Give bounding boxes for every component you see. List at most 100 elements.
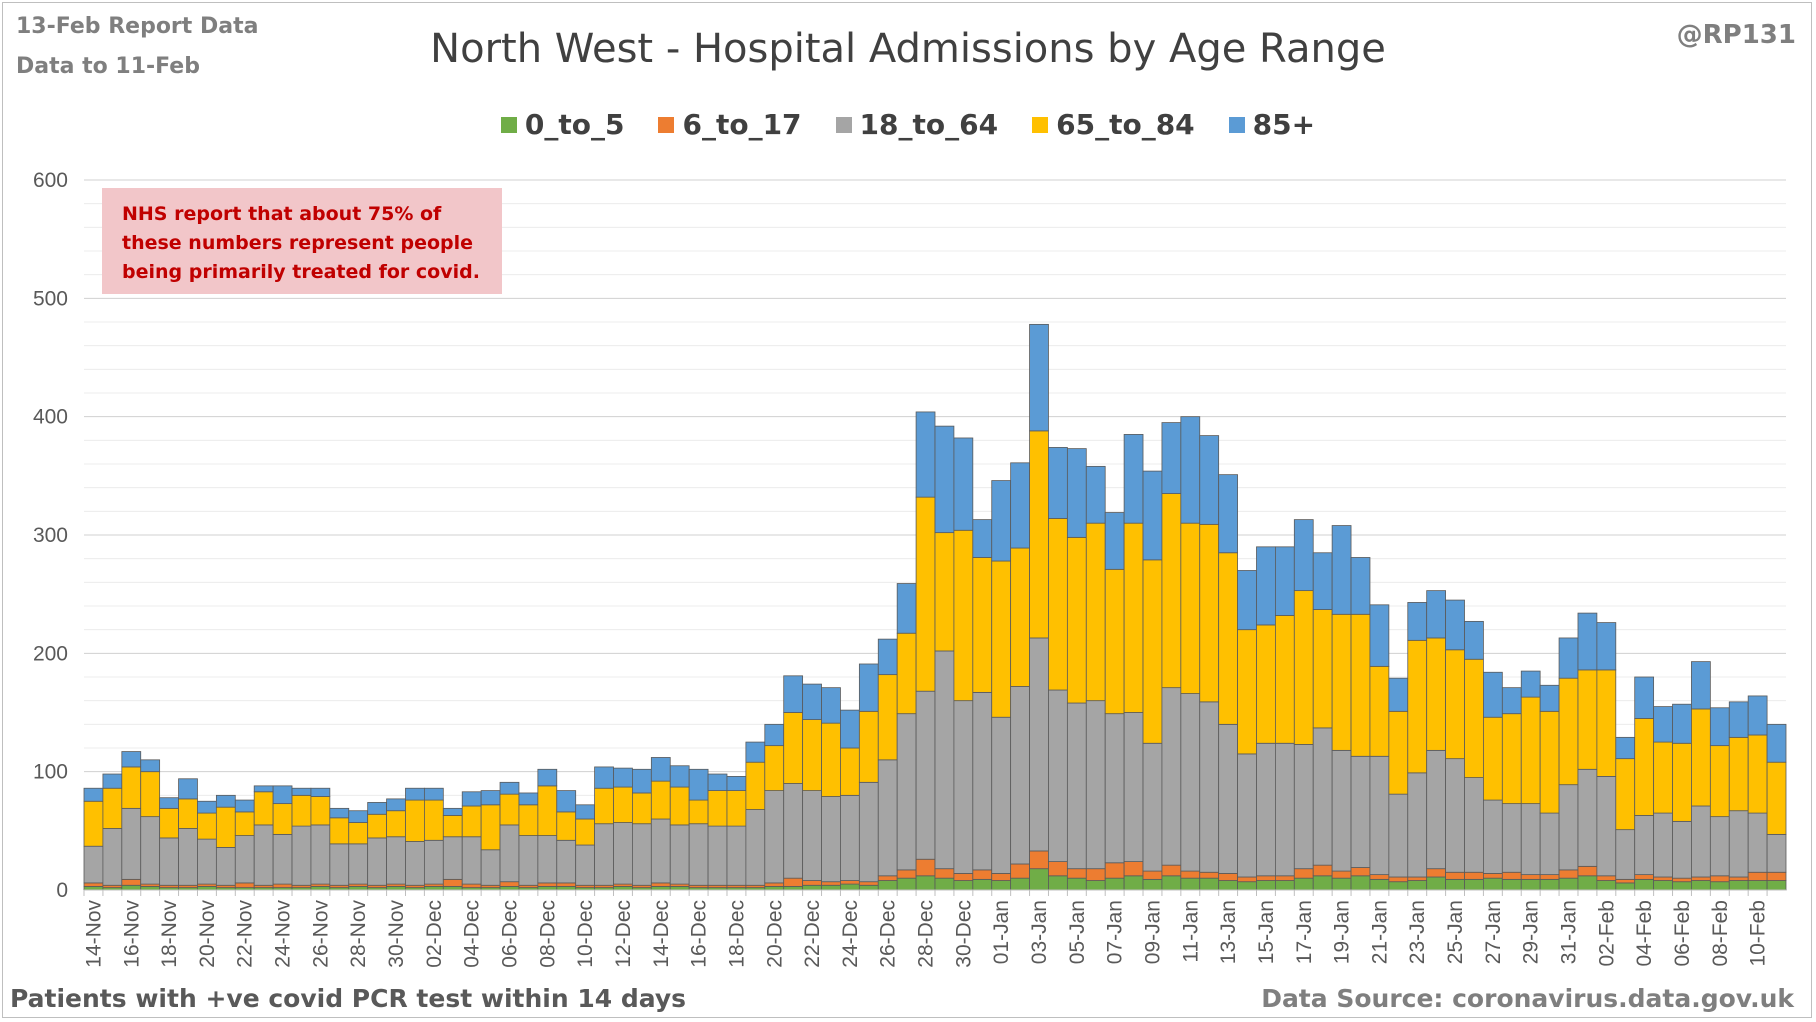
bar-segment-85+ — [423, 787, 444, 801]
bar-segment-85+ — [915, 411, 936, 498]
x-tick-label: 05-Jan — [1066, 900, 1089, 964]
x-tick-label: 12-Dec — [612, 900, 635, 968]
bar-segment-18_to_64 — [1199, 701, 1220, 873]
bar-segment-6_to_17 — [1199, 871, 1220, 879]
bar-segment-85+ — [1104, 512, 1125, 570]
bar-segment-85+ — [405, 787, 425, 801]
bar-segment-0_to_5 — [1142, 878, 1163, 891]
bar-segment-65_to_84 — [1199, 523, 1220, 703]
bar-segment-65_to_84 — [688, 799, 709, 825]
bar-segment-65_to_84 — [1010, 547, 1030, 687]
bar-segment-18_to_64 — [1691, 805, 1711, 878]
legend-swatch — [1228, 116, 1245, 133]
bar-segment-0_to_5 — [499, 886, 520, 891]
bar-segment-18_to_64 — [1293, 744, 1314, 870]
bar-segment-18_to_64 — [1161, 687, 1182, 866]
bar-segment-6_to_17 — [896, 869, 917, 879]
bar-segment-18_to_64 — [197, 838, 217, 885]
bar-segment-85+ — [1558, 637, 1579, 679]
bar-segment-6_to_17 — [1312, 864, 1333, 877]
bar-segment-85+ — [1350, 557, 1371, 615]
bar-segment-0_to_5 — [1331, 877, 1352, 891]
bar-segment-85+ — [1237, 570, 1257, 631]
bar-segment-6_to_17 — [1672, 877, 1692, 883]
x-tick-label: 18-Dec — [725, 900, 748, 968]
bar-segment-85+ — [821, 687, 841, 724]
bar-segment-0_to_5 — [1747, 880, 1768, 891]
footer-caption: Patients with +ve covid PCR test within … — [10, 984, 687, 1013]
bar-segment-65_to_84 — [1123, 522, 1144, 713]
bar-segment-18_to_64 — [1426, 749, 1446, 870]
bar-segment-6_to_17 — [1388, 876, 1409, 883]
bar-segment-6_to_17 — [877, 875, 898, 881]
bar-segment-6_to_17 — [1653, 876, 1673, 881]
bar-segment-65_to_84 — [1653, 741, 1673, 814]
bar-segment-18_to_64 — [556, 839, 577, 884]
bar-segment-0_to_5 — [934, 877, 955, 891]
x-tick-label: 02-Feb — [1595, 900, 1618, 967]
bar-segment-18_to_64 — [1256, 742, 1276, 877]
bar-segment-85+ — [83, 787, 104, 802]
annotation-note: NHS report that about 75% of these numbe… — [102, 188, 502, 294]
bar-segment-85+ — [953, 437, 974, 531]
bar-segment-6_to_17 — [802, 880, 822, 886]
bar-segment-6_to_17 — [1218, 873, 1238, 881]
bar-segment-6_to_17 — [821, 881, 841, 886]
bar-segment-0_to_5 — [896, 877, 917, 891]
bar-segment-0_to_5 — [915, 875, 936, 891]
bar-segment-18_to_64 — [405, 841, 425, 886]
bar-segment-65_to_84 — [802, 719, 822, 791]
bar-segment-18_to_64 — [575, 844, 596, 886]
bar-segment-18_to_64 — [1634, 815, 1655, 876]
legend-swatch — [835, 116, 852, 133]
bar-segment-85+ — [1747, 695, 1768, 736]
x-tick-label: 26-Nov — [309, 900, 332, 968]
bar-segment-85+ — [575, 804, 596, 820]
bar-segment-85+ — [1445, 599, 1465, 651]
bar-segment-65_to_84 — [1350, 613, 1371, 757]
bar-segment-85+ — [1426, 590, 1446, 639]
x-tick-label: 10-Dec — [574, 900, 597, 968]
x-tick-label: 17-Jan — [1293, 900, 1316, 964]
bar-segment-85+ — [802, 683, 822, 720]
legend-swatch — [658, 116, 675, 133]
bar-segment-6_to_17 — [272, 883, 293, 889]
bar-segment-85+ — [877, 638, 898, 676]
bar-segment-18_to_64 — [707, 825, 728, 886]
bar-segment-18_to_64 — [253, 824, 274, 886]
bar-segment-0_to_5 — [1426, 876, 1446, 891]
x-tick-label: 24-Dec — [839, 900, 862, 968]
bar-segment-65_to_84 — [877, 674, 898, 761]
bar-segment-65_to_84 — [461, 805, 482, 838]
bar-segment-85+ — [613, 767, 633, 788]
x-tick-label: 02-Dec — [423, 900, 446, 968]
bar-segment-0_to_5 — [1066, 877, 1087, 891]
bar-segment-85+ — [1010, 462, 1030, 549]
bar-segment-18_to_64 — [1048, 689, 1068, 862]
bar-segment-65_to_84 — [1445, 649, 1465, 760]
bar-segment-85+ — [234, 799, 255, 813]
bar-segment-65_to_84 — [1672, 742, 1692, 822]
x-tick-label: 03-Jan — [1028, 900, 1051, 964]
bar-segment-0_to_5 — [1199, 877, 1220, 891]
x-tick-label: 10-Feb — [1747, 900, 1770, 967]
bar-segment-65_to_84 — [613, 786, 633, 823]
bar-segment-18_to_64 — [972, 691, 993, 871]
bar-segment-18_to_64 — [1312, 727, 1333, 866]
bar-segment-85+ — [764, 723, 785, 747]
bar-segment-18_to_64 — [1728, 810, 1749, 878]
bar-segment-6_to_17 — [83, 882, 104, 887]
bar-segment-65_to_84 — [1180, 522, 1201, 694]
bar-segment-65_to_84 — [1293, 590, 1314, 745]
y-tick-label: 0 — [56, 879, 68, 902]
bar-segment-65_to_84 — [896, 632, 917, 715]
bar-segment-18_to_64 — [764, 790, 785, 884]
bar-segment-6_to_17 — [1104, 862, 1125, 879]
bar-segment-0_to_5 — [802, 884, 822, 891]
bar-segment-0_to_5 — [1350, 875, 1371, 891]
legend-item-65_to_84: 65_to_84 — [1032, 108, 1195, 141]
bar-segment-6_to_17 — [1256, 875, 1276, 881]
y-tick-label: 100 — [33, 761, 68, 784]
bar-segment-85+ — [1728, 701, 1749, 738]
bar-segment-18_to_64 — [310, 824, 331, 885]
